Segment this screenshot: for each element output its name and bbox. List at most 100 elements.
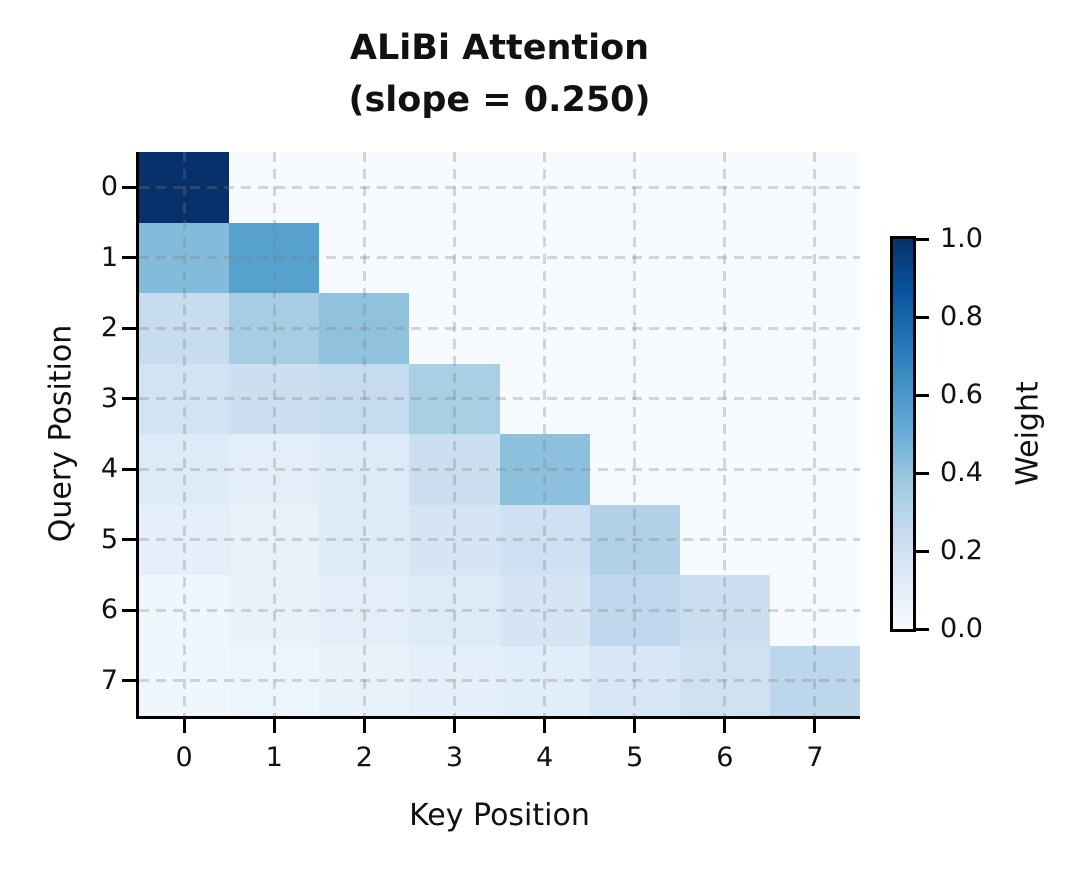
gridline-vertical xyxy=(813,152,817,716)
heatmap-cell-masked xyxy=(769,222,860,293)
heatmap-cell-masked xyxy=(769,363,860,434)
heatmap-cell xyxy=(229,434,320,505)
heatmap-cell-masked xyxy=(679,222,770,293)
heatmap-cell-masked xyxy=(319,152,410,223)
colorbar-tick-mark xyxy=(916,315,929,319)
y-tick-label: 5 xyxy=(100,523,118,555)
x-tick-label: 6 xyxy=(716,742,734,773)
gridline-vertical xyxy=(272,152,276,716)
y-tick-mark xyxy=(122,326,136,330)
heatmap-cell xyxy=(229,293,320,364)
colorbar-tick-mark xyxy=(916,627,929,631)
heatmap-cell xyxy=(319,504,410,575)
x-tick-mark xyxy=(452,719,456,733)
gridline-vertical xyxy=(362,152,366,716)
heatmap-plot-area xyxy=(139,152,860,716)
x-tick-label: 2 xyxy=(355,742,373,773)
heatmap-cell-masked xyxy=(229,152,320,223)
y-tick-mark xyxy=(122,397,136,401)
heatmap-cell-masked xyxy=(679,363,770,434)
heatmap-cell xyxy=(319,293,410,364)
heatmap-cell-masked xyxy=(589,434,680,505)
gridline-vertical xyxy=(182,152,186,716)
heatmap-cell xyxy=(679,645,770,716)
x-tick-label: 0 xyxy=(175,742,193,773)
heatmap-cell-masked xyxy=(589,152,680,223)
x-tick-label: 7 xyxy=(806,742,824,773)
heatmap-cell xyxy=(589,645,680,716)
heatmap-cell xyxy=(409,575,500,646)
gridline-horizontal xyxy=(139,538,860,542)
heatmap-cell xyxy=(409,434,500,505)
heatmap-cell xyxy=(139,434,230,505)
heatmap-cell-masked xyxy=(499,152,590,223)
heatmap-cell-masked xyxy=(769,504,860,575)
heatmap-cell xyxy=(589,504,680,575)
heatmap-cell-masked xyxy=(409,152,500,223)
heatmap-cell xyxy=(139,363,230,434)
heatmap-cell xyxy=(319,363,410,434)
y-tick-label: 6 xyxy=(100,594,118,626)
colorbar-tick-label: 0.8 xyxy=(940,301,983,332)
colorbar-tick-label: 0.0 xyxy=(940,613,983,644)
heatmap-cell xyxy=(319,575,410,646)
y-tick-mark xyxy=(122,679,136,683)
heatmap-cell xyxy=(409,645,500,716)
heatmap-cell xyxy=(139,645,230,716)
colorbar xyxy=(890,236,916,632)
heatmap-cell xyxy=(229,575,320,646)
x-axis-label: Key Position xyxy=(409,798,590,833)
colorbar-tick-mark xyxy=(916,471,929,475)
heatmap-cell-masked xyxy=(679,504,770,575)
x-tick-mark xyxy=(813,719,817,733)
heatmap-cell xyxy=(769,645,860,716)
heatmap-cell-masked xyxy=(589,293,680,364)
gridline-horizontal xyxy=(139,467,860,471)
x-tick-mark xyxy=(182,719,186,733)
heatmap-cell xyxy=(229,504,320,575)
colorbar-tick-label: 0.4 xyxy=(940,457,983,488)
heatmap-cell-masked xyxy=(409,222,500,293)
gridline-vertical xyxy=(452,152,456,716)
colorbar-label: Weight xyxy=(1010,381,1046,486)
heatmap-cell-masked xyxy=(679,152,770,223)
gridline-vertical xyxy=(633,152,637,716)
y-tick-label: 4 xyxy=(100,453,118,485)
x-tick-mark xyxy=(272,719,276,733)
gridline-horizontal xyxy=(139,185,860,189)
heatmap-cell-masked xyxy=(499,222,590,293)
heatmap-cell xyxy=(499,504,590,575)
heatmap-cell xyxy=(499,575,590,646)
gridline-vertical xyxy=(723,152,727,716)
heatmap-cell xyxy=(319,434,410,505)
heatmap-cell xyxy=(139,222,230,293)
heatmap-cell xyxy=(409,363,500,434)
x-tick-label: 3 xyxy=(445,742,464,773)
x-tick-label: 5 xyxy=(626,742,644,773)
y-tick-mark xyxy=(122,185,136,189)
heatmap-cell-masked xyxy=(499,293,590,364)
heatmap-cell-masked xyxy=(319,222,410,293)
y-tick-label: 7 xyxy=(100,664,118,696)
gridline-horizontal xyxy=(139,679,860,683)
heatmap-cell-masked xyxy=(499,363,590,434)
y-tick-label: 1 xyxy=(100,241,118,273)
gridline-horizontal xyxy=(139,608,860,612)
x-tick-mark xyxy=(543,719,547,733)
colorbar-tick-label: 0.2 xyxy=(940,535,983,566)
heatmap-cell-masked xyxy=(769,434,860,505)
heatmap-cell xyxy=(319,645,410,716)
heatmap-cell xyxy=(499,645,590,716)
x-tick-label: 1 xyxy=(265,742,283,773)
y-tick-label: 3 xyxy=(100,382,118,414)
heatmap-cell xyxy=(139,152,230,223)
heatmap-cell-masked xyxy=(589,363,680,434)
heatmap-cell-masked xyxy=(679,293,770,364)
y-axis-label: Query Position xyxy=(43,324,79,543)
heatmap-cell xyxy=(229,363,320,434)
heatmap-cell-masked xyxy=(769,293,860,364)
colorbar-tick-label: 1.0 xyxy=(940,223,983,254)
y-tick-mark xyxy=(122,467,136,471)
heatmap-cell xyxy=(499,434,590,505)
